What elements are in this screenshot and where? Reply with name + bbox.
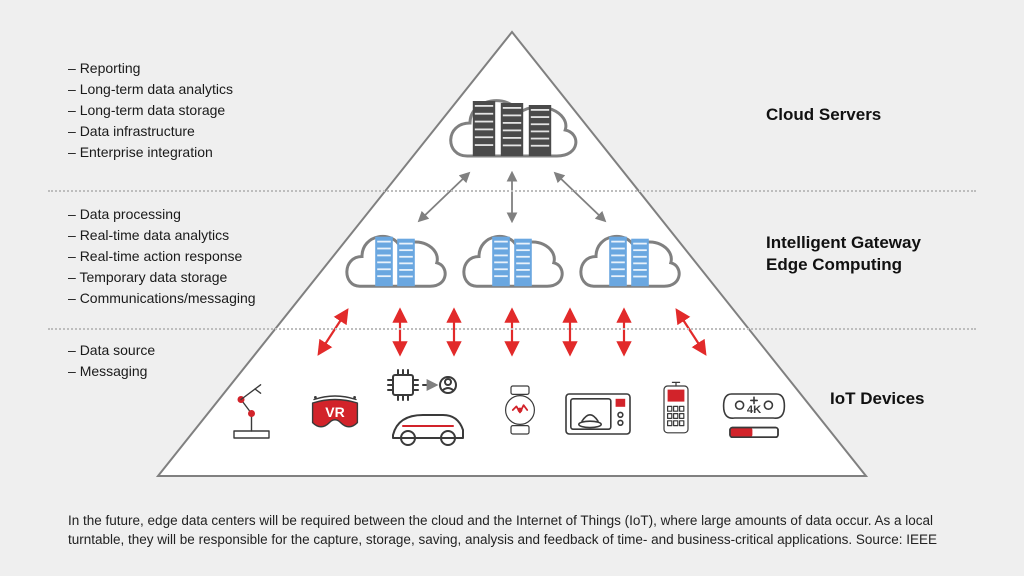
cloud-servers-icon [442, 78, 582, 183]
svg-text:4K: 4K [747, 404, 761, 416]
iot-label: IoT Devices [830, 388, 925, 410]
edge-label: Intelligent GatewayEdge Computing [766, 232, 921, 276]
smartwatch-icon [490, 360, 550, 465]
gamepad-4k-icon: 4K [714, 360, 794, 465]
edge-building-icon [340, 216, 450, 311]
cloud-label: Cloud Servers [766, 104, 881, 126]
robot-arm-icon [220, 360, 290, 465]
edge-building-icon [574, 216, 684, 311]
caption-text: In the future, edge data centers will be… [68, 512, 968, 550]
microwave-icon [558, 360, 638, 465]
car-chip-icon [378, 360, 478, 465]
edge-bullets: Data processingReal-time data analyticsR… [68, 204, 256, 309]
divider-top [48, 190, 976, 192]
diagram-canvas: ReportingLong-term data analyticsLong-te… [0, 0, 1024, 576]
cloud-bullets: ReportingLong-term data analyticsLong-te… [68, 58, 233, 163]
handheld-icon [646, 360, 706, 465]
divider-bottom [48, 328, 976, 330]
vr-headset-icon: VR [300, 360, 370, 465]
svg-text:VR: VR [325, 404, 344, 420]
iot-bullets: Data sourceMessaging [68, 340, 155, 382]
edge-building-icon [457, 216, 567, 311]
